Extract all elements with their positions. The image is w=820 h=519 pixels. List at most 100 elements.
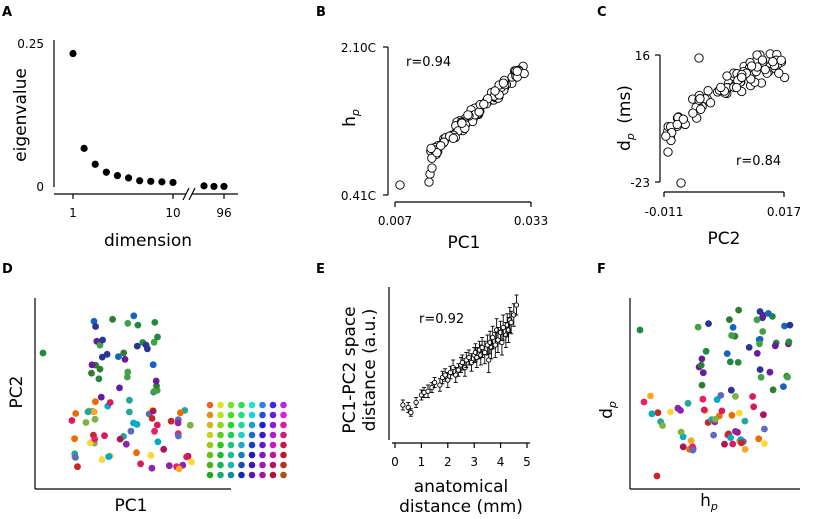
color-grid-cell <box>269 451 277 459</box>
panel-d-point <box>148 415 156 422</box>
panel-c-point <box>676 178 686 188</box>
panel-e-point <box>447 369 454 376</box>
panel-b-point <box>479 99 489 109</box>
panel-b-point <box>457 118 467 128</box>
color-grid-cell <box>227 471 235 479</box>
panel-c-point <box>705 98 716 108</box>
panel-d-point <box>88 369 95 377</box>
panel-e-xtick: 2 <box>444 455 452 469</box>
panel-f-point <box>732 393 739 400</box>
panel-d-letter: D <box>2 262 13 277</box>
panel-b-point <box>427 163 437 173</box>
panel-d-point <box>98 456 106 463</box>
panel-e-xticks: 0 1 2 3 4 5 <box>391 443 531 469</box>
panel-f-point <box>699 395 707 403</box>
panel-f-point <box>735 409 743 417</box>
panel-d-point <box>105 453 113 460</box>
panel-d-point <box>90 317 98 325</box>
panel-f-point <box>647 392 654 400</box>
panel-e: E PC1-PC2 space distance (a.u.) 0 1 2 3 4 5 a… <box>316 262 531 517</box>
panel-d-point <box>96 341 104 349</box>
panel-c: C dp (ms) 16 -23 -0.011 0.017 PC2 r=0.84 <box>597 5 801 249</box>
panel-f-point <box>705 320 712 327</box>
panel-d-point <box>130 312 138 320</box>
panel-f-point <box>728 332 735 339</box>
panel-d-point <box>154 333 161 341</box>
color-grid-cell <box>280 411 287 419</box>
panel-a-axis-break-2 <box>188 187 196 201</box>
panel-f-point <box>702 347 710 355</box>
panel-e-letter: E <box>316 262 325 277</box>
color-grid-cell <box>238 421 245 429</box>
panel-a-points <box>69 49 228 191</box>
panel-e-point <box>490 334 496 341</box>
panel-b-ylabel-sub: p <box>349 109 362 117</box>
panel-f-point <box>766 368 774 376</box>
panel-c-xlabel: PC2 <box>708 229 741 249</box>
panel-c-ylabel: dp (ms) <box>615 85 637 151</box>
panel-f-point <box>753 350 761 357</box>
panel-d-point <box>86 439 94 447</box>
panel-d-point <box>147 451 155 459</box>
panel-e-xlabel-line1: anatomical <box>414 477 508 497</box>
panel-e-point <box>482 349 488 356</box>
panel-e-point <box>479 344 485 351</box>
panel-f-point <box>760 411 767 419</box>
color-grid-cell <box>259 421 266 429</box>
color-grid-cell <box>248 461 256 469</box>
panel-a-xtick-10: 10 <box>165 206 180 220</box>
panel-f-points <box>636 306 794 480</box>
panel-b-point <box>512 66 522 76</box>
panel-f-point <box>749 393 756 400</box>
panel-d-point <box>92 398 99 406</box>
panel-e-point <box>466 354 472 361</box>
panel-f-ylabel-main: d <box>597 408 617 419</box>
panel-d-point <box>115 353 122 360</box>
panel-f-xlabel: hp <box>700 491 718 513</box>
color-grid-cell <box>227 441 235 449</box>
panel-d-xlabel: PC1 <box>115 496 148 516</box>
color-grid-cell <box>217 451 224 459</box>
eigenvalue-point <box>158 178 166 186</box>
panel-a: A eigenvalue 0.25 0 1 10 96 dimension <box>2 5 238 251</box>
panel-f-point <box>667 408 674 416</box>
panel-d-point <box>99 336 106 344</box>
panel-d-point <box>116 435 124 443</box>
color-grid-cell <box>238 461 245 469</box>
panel-f-point <box>734 359 742 366</box>
panel-c-r-annotation: r=0.84 <box>736 154 781 169</box>
panel-d-point <box>175 432 182 440</box>
color-grid-cell <box>206 451 214 459</box>
color-grid-cell <box>248 441 256 449</box>
panel-b-points <box>395 61 529 190</box>
color-grid-cell <box>227 421 235 429</box>
color-grid-cell <box>280 471 287 479</box>
color-grid-cell <box>269 461 277 469</box>
eigenvalue-point <box>147 177 155 185</box>
panel-c-point <box>722 71 732 81</box>
panel-f-point <box>761 425 768 433</box>
panel-f-point <box>738 439 745 447</box>
eigenvalue-point <box>91 160 99 168</box>
panel-e-point <box>413 399 419 406</box>
panel-d-point <box>101 432 108 440</box>
panel-f-point <box>689 446 697 454</box>
panel-f-point <box>729 440 737 448</box>
color-grid-cell <box>280 441 287 449</box>
panel-f-point <box>687 437 695 445</box>
panel-b-point <box>426 143 436 154</box>
panel-d-point <box>123 373 131 381</box>
panel-e-point <box>408 409 414 416</box>
panel-c-point <box>731 82 742 93</box>
panel-b: B hp 2.10C 0.41C 0.007 0.033 PC1 r=0.94 <box>316 5 548 253</box>
panel-f-ylabel: dp <box>597 401 619 419</box>
panel-f-point <box>756 366 764 373</box>
panel-d-point <box>149 361 157 369</box>
panel-d-point <box>96 365 104 373</box>
color-grid-cell <box>248 401 256 409</box>
panel-e-point <box>513 302 520 308</box>
color-grid-cell <box>280 431 287 439</box>
eigenvalue-point <box>210 182 218 191</box>
panel-e-points <box>400 294 520 417</box>
panel-f-point <box>756 340 763 348</box>
